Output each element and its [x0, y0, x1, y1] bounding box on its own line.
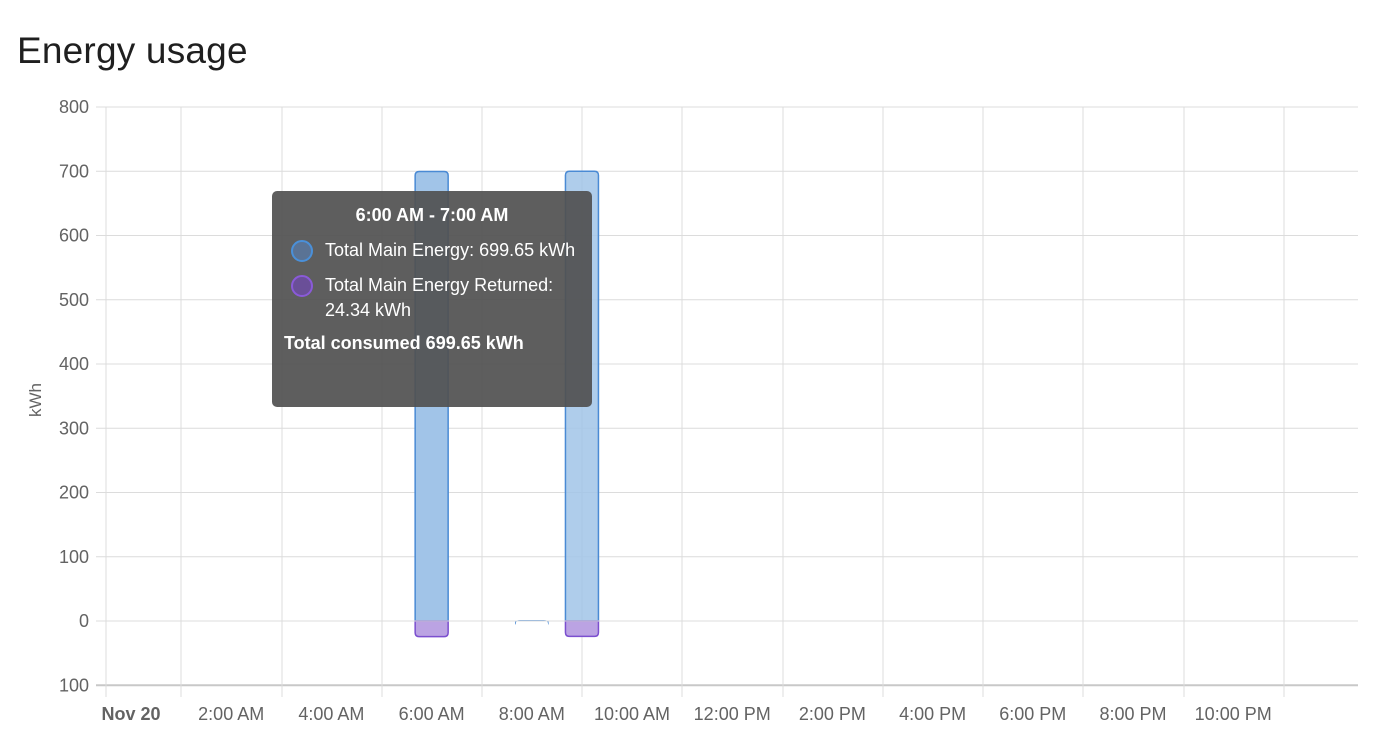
x-tick-label: 2:00 AM	[198, 704, 264, 724]
x-tick-label: 2:00 PM	[799, 704, 866, 724]
y-tick-label: 800	[59, 97, 89, 117]
x-tick-label: Nov 20	[101, 704, 160, 724]
bar-returned	[564, 620, 600, 638]
y-axis-title: kWh	[26, 383, 45, 417]
y-tick-label: 700	[59, 161, 89, 181]
tooltip-row-consumed: Total Main Energy: 699.65 kWh	[284, 238, 580, 263]
y-tick-label: 500	[59, 290, 89, 310]
x-tick-label: 6:00 AM	[399, 704, 465, 724]
y-tick-label: 100	[59, 547, 89, 567]
x-tick-label: 12:00 PM	[694, 704, 771, 724]
bar-returned	[414, 620, 449, 638]
x-tick-label: 8:00 PM	[1099, 704, 1166, 724]
x-tick-label: 10:00 PM	[1195, 704, 1272, 724]
tooltip-row-label: Total Main Energy Returned: 24.34 kWh	[325, 275, 554, 320]
x-tick-label: 4:00 AM	[298, 704, 364, 724]
x-tick-label: 4:00 PM	[899, 704, 966, 724]
x-tick-label: 8:00 AM	[499, 704, 565, 724]
legend-swatch-icon	[291, 240, 313, 262]
y-tick-label: 0	[79, 611, 89, 631]
card-title: Energy usage	[17, 30, 248, 71]
y-tick-label: 400	[59, 354, 89, 374]
tooltip-row-label: Total Main Energy: 699.65 kWh	[325, 240, 576, 260]
x-tick-label: 6:00 PM	[999, 704, 1066, 724]
y-tick-label: 600	[59, 226, 89, 246]
chart-tooltip: 6:00 AM - 7:00 AM Total Main Energy: 699…	[272, 191, 592, 407]
legend-swatch-icon	[291, 275, 313, 297]
y-tick-label: 200	[59, 483, 89, 503]
tooltip-row-returned: Total Main Energy Returned: 24.34 kWh	[284, 273, 580, 323]
tooltip-total: Total consumed 699.65 kWh	[284, 333, 524, 353]
y-tick-label: 300	[59, 418, 89, 438]
tooltip-title: 6:00 AM - 7:00 AM	[355, 205, 509, 225]
x-tick-label: 10:00 AM	[594, 704, 670, 724]
y-tick-label: 100	[59, 675, 89, 695]
